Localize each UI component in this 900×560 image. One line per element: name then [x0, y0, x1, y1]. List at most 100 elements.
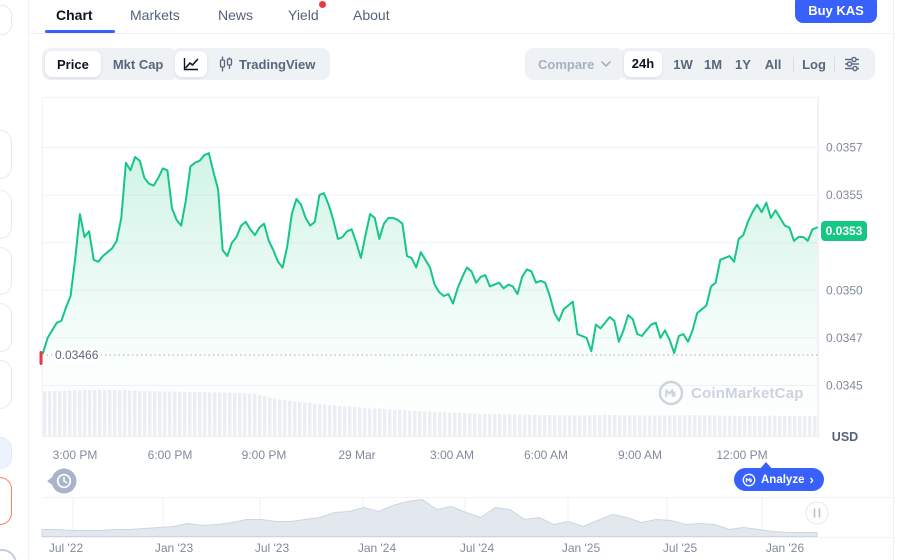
volume-bar	[223, 392, 227, 437]
volume-bar	[748, 415, 752, 437]
volume-bar	[333, 405, 337, 437]
volume-bar	[503, 414, 507, 437]
volume-bar	[468, 413, 472, 437]
volume-bar	[783, 415, 787, 437]
volume-bar	[498, 414, 502, 437]
left-rail-card-highlighted[interactable]	[0, 437, 12, 469]
volume-bar	[163, 391, 167, 437]
tradingview-mode-button[interactable]: TradingView	[207, 56, 327, 72]
volume-bar	[383, 409, 387, 437]
x-axis-tick: 29 Mar	[338, 448, 375, 462]
volume-bar	[763, 415, 767, 437]
volume-bar	[403, 410, 407, 437]
volume-bar	[418, 411, 422, 437]
volume-bar	[738, 415, 742, 437]
volume-bar	[313, 403, 317, 437]
volume-bar	[653, 415, 657, 437]
volume-bar	[523, 414, 527, 437]
analyze-logo-icon	[742, 473, 756, 486]
log-scale-button[interactable]: Log	[802, 56, 826, 72]
tab-news[interactable]: News	[218, 7, 254, 23]
volume-bar	[408, 410, 412, 437]
volume-bar	[573, 415, 577, 437]
volume-bar	[568, 415, 572, 437]
volume-bar	[273, 398, 277, 437]
tab-about[interactable]: About	[353, 7, 390, 23]
left-rail-avatar[interactable]	[0, 549, 17, 560]
volume-bar	[68, 390, 72, 437]
volume-bar	[293, 401, 297, 437]
volume-bar	[148, 391, 152, 437]
volume-bar	[703, 415, 707, 437]
volume-bar	[778, 415, 782, 437]
x-axis-tick: 12:00 PM	[716, 448, 767, 462]
volume-bar	[63, 390, 67, 437]
overview-area[interactable]	[41, 498, 818, 537]
range-all-button[interactable]: All	[764, 56, 782, 72]
volume-bar	[248, 393, 252, 437]
volume-bar	[688, 415, 692, 437]
range-24h-button[interactable]: 24h	[624, 51, 662, 77]
volume-bar	[428, 411, 432, 437]
clock-icon	[56, 473, 72, 489]
volume-bar	[628, 415, 632, 437]
overview-axis-tick: Jul '22	[49, 541, 84, 555]
volume-bar	[193, 392, 197, 437]
left-divider	[28, 0, 29, 560]
volume-bar	[88, 390, 92, 437]
line-chart-mode-button[interactable]	[175, 51, 207, 77]
volume-bar	[213, 392, 217, 437]
left-rail-card[interactable]	[0, 190, 12, 239]
volume-bar	[483, 413, 487, 437]
left-rail-card[interactable]	[0, 5, 12, 35]
volume-bar	[98, 390, 102, 437]
volume-bar	[58, 390, 62, 437]
left-rail-card[interactable]	[0, 303, 12, 352]
history-replay-button[interactable]	[44, 466, 80, 501]
chart-settings-sliders-icon[interactable]	[844, 56, 860, 72]
left-rail-card[interactable]	[0, 247, 12, 295]
left-rail-card[interactable]	[0, 130, 12, 179]
volume-bar	[303, 402, 307, 437]
range-1m-button[interactable]: 1M	[703, 56, 723, 72]
volume-bar	[188, 391, 192, 437]
range-1w-button[interactable]: 1W	[673, 56, 693, 72]
volume-bar	[168, 391, 172, 437]
volume-bar	[348, 406, 352, 437]
volume-bar	[363, 407, 367, 437]
metric-mktcap-button[interactable]: Mkt Cap	[112, 56, 164, 72]
volume-bar	[673, 415, 677, 437]
volume-bar	[718, 415, 722, 437]
volume-bar	[508, 414, 512, 437]
y-axis-tick: 0.0345	[826, 379, 863, 393]
overview-axis-tick: Jan '23	[155, 541, 194, 555]
volume-bar	[358, 407, 362, 437]
volume-bar	[583, 415, 587, 437]
volume-bar	[788, 415, 792, 437]
candlestick-icon	[219, 56, 233, 72]
volume-bar	[578, 415, 582, 437]
time-range-group: 24h 1W 1M 1Y All Log	[620, 48, 875, 80]
buy-kas-button[interactable]: Buy KAS	[795, 0, 877, 23]
metric-price-button[interactable]: Price	[45, 51, 101, 77]
volume-bar	[513, 414, 517, 437]
range-divider	[834, 56, 835, 72]
analyze-button[interactable]: Analyze ›	[734, 468, 824, 491]
volume-bar	[648, 415, 652, 437]
left-rail-card[interactable]	[0, 360, 12, 409]
volume-bar	[448, 412, 452, 437]
tab-markets[interactable]: Markets	[130, 7, 180, 23]
left-rail-card-alert[interactable]	[0, 477, 12, 525]
volume-bar	[553, 415, 557, 437]
volume-bar	[668, 415, 672, 437]
tab-chart[interactable]: Chart	[56, 7, 93, 23]
tab-yield[interactable]: Yield	[288, 7, 319, 23]
overview-axis-tick: Jan '24	[358, 541, 397, 555]
overview-brush-handle[interactable]	[805, 501, 829, 525]
volume-bar	[233, 392, 237, 437]
volume-bar	[423, 411, 427, 437]
volume-bar	[663, 415, 667, 437]
compare-dropdown[interactable]: Compare	[525, 48, 625, 80]
range-1y-button[interactable]: 1Y	[735, 56, 751, 72]
